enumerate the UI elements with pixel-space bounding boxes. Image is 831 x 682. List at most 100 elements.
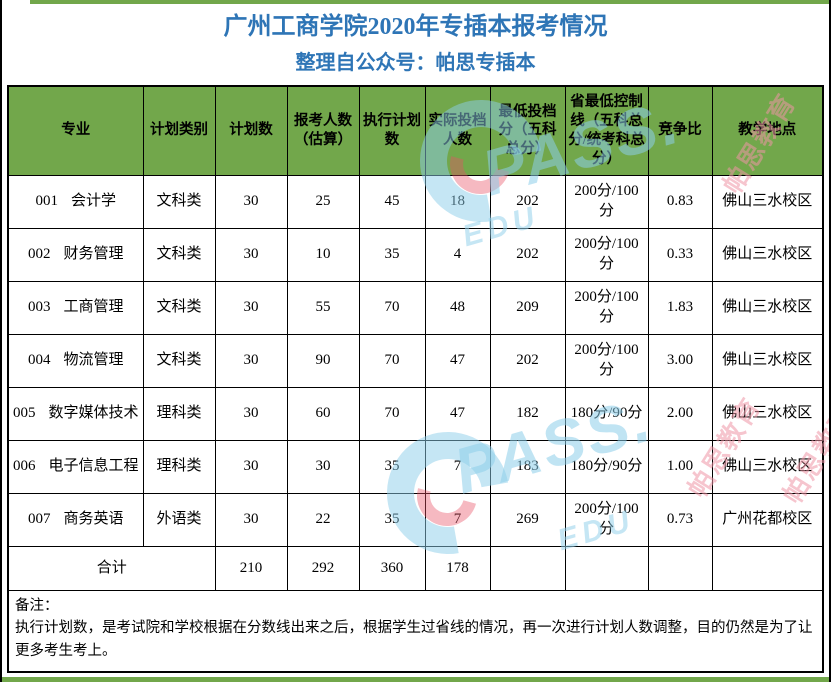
col-header-actual: 实际投档人数 [424,85,491,176]
cell-major: 006 电子信息工程 [7,439,144,494]
col-header-major: 专业 [7,85,144,176]
cell-exec-plan: 35 [358,492,426,547]
total-row: 合计 210 292 360 178 [7,545,824,591]
cell-plan: 30 [214,492,288,547]
cell-ratio: 1.83 [647,280,713,335]
total-empty-cell [489,545,566,591]
cell-applicants: 30 [286,439,360,494]
cell-major: 005 数字媒体技术 [7,386,144,441]
major-code: 007 [27,511,51,528]
major-name: 数字媒体技术 [48,405,139,422]
cell-ratio: 1.00 [647,439,713,494]
cell-category: 理科类 [142,439,216,494]
cell-province-line: 180分/90分 [564,439,649,494]
table-row: 003 工商管理 文科类 30 55 70 48 209 200分/100分 1.… [7,280,824,335]
cell-plan: 30 [214,227,288,282]
col-header-applicants: 报考人数（估算） [286,85,360,176]
cell-major: 001 会计学 [7,174,144,229]
cell-major: 002 财务管理 [7,227,144,282]
cell-exec-plan: 45 [358,174,426,229]
cell-plan: 30 [214,386,288,441]
table-row: 004 物流管理 文科类 30 90 70 47 202 200分/100分 3.… [7,333,824,388]
cell-category: 文科类 [142,333,216,388]
total-empty-cell [647,545,713,591]
cell-category: 理科类 [142,386,216,441]
cell-exec-plan: 70 [358,386,426,441]
cell-province-line: 200分/100分 [564,174,649,229]
header-row: 专业 计划类别 计划数 报考人数（估算） 执行计划数 实际投档人数 最低投档分（… [7,85,824,176]
cell-actual: 7 [424,439,491,494]
table-row: 001 会计学 文科类 30 25 45 18 202 200分/100分 0.8… [7,174,824,229]
total-applicants-cell: 292 [286,545,360,591]
page-title: 广州工商学院2020年专插本报考情况 [223,14,608,40]
cell-applicants: 90 [286,333,360,388]
cell-major: 007 商务英语 [7,492,144,547]
table-row: 006 电子信息工程 理科类 30 30 35 7 183 180分/90分 1.… [7,439,824,494]
col-header-min-score: 最低投档分（五科总分） [489,85,566,176]
cell-ratio: 2.00 [647,386,713,441]
cell-min-score: 183 [489,439,566,494]
table-row: 002 财务管理 文科类 30 10 35 4 202 200分/100分 0.3… [7,227,824,282]
title-block: 广州工商学院2020年专插本报考情况 整理自公众号：帕思专插本 [2,0,829,75]
cell-applicants: 25 [286,174,360,229]
col-header-category: 计划类别 [142,85,216,176]
major-code: 004 [27,352,51,369]
cell-province-line: 200分/100分 [564,280,649,335]
cell-province-line: 200分/100分 [564,333,649,388]
top-green-strip [30,0,829,4]
cell-min-score: 182 [489,386,566,441]
notes-body: 执行计划数，是考试院和学校根据在分数线出来之后，根据学生过省线的情况，再一次进行… [15,620,813,659]
col-header-province-line: 省最低控制线（五科总分/统考科总分） [564,85,649,176]
major-code: 001 [35,193,58,210]
cell-ratio: 3.00 [647,333,713,388]
cell-actual: 7 [424,492,491,547]
cell-major: 003 工商管理 [7,280,144,335]
cell-plan: 30 [214,174,288,229]
page-subtitle: 整理自公众号：帕思专插本 [295,51,536,74]
cell-min-score: 202 [489,174,566,229]
table-row: 005 数字媒体技术 理科类 30 60 70 47 182 180分/90分 2… [7,386,824,441]
cell-exec-plan: 35 [358,439,426,494]
cell-actual: 18 [424,174,491,229]
col-header-plan: 计划数 [214,85,288,176]
col-header-location: 教学地点 [711,85,824,176]
cell-category: 文科类 [142,174,216,229]
cell-min-score: 209 [489,280,566,335]
cell-province-line: 200分/100分 [564,227,649,282]
major-code: 006 [12,458,36,475]
cell-plan: 30 [214,439,288,494]
notes-title: 备注： [15,597,59,614]
cell-plan: 30 [214,333,288,388]
cell-exec-plan: 35 [358,227,426,282]
cell-applicants: 22 [286,492,360,547]
cell-major: 004 物流管理 [7,333,144,388]
major-name: 电子信息工程 [48,458,139,475]
total-exec-plan-cell: 360 [358,545,426,591]
cell-actual: 48 [424,280,491,335]
cell-plan: 30 [214,280,288,335]
cell-applicants: 60 [286,386,360,441]
cell-exec-plan: 70 [358,280,426,335]
total-empty-cell [564,545,649,591]
table-body: 001 会计学 文科类 30 25 45 18 202 200分/100分 0.8… [7,174,824,547]
cell-location: 佛山三水校区 [711,227,824,282]
cell-location: 佛山三水校区 [711,174,824,229]
notes-cell: 备注： 执行计划数，是考试院和学校根据在分数线出来之后，根据学生过省线的情况，再… [7,589,824,673]
report-table: 专业 计划类别 计划数 报考人数（估算） 执行计划数 实际投档人数 最低投档分（… [7,84,824,673]
cell-location: 佛山三水校区 [711,280,824,335]
cell-location: 佛山三水校区 [711,386,824,441]
cell-category: 文科类 [142,280,216,335]
major-name: 商务英语 [63,511,124,528]
cell-min-score: 202 [489,333,566,388]
cell-min-score: 269 [489,492,566,547]
cell-actual: 47 [424,333,491,388]
major-code: 002 [27,246,51,263]
major-name: 工商管理 [63,299,124,316]
col-header-exec-plan: 执行计划数 [358,85,426,176]
table-row: 007 商务英语 外语类 30 22 35 7 269 200分/100分 0.7… [7,492,824,547]
cell-min-score: 202 [489,227,566,282]
major-name: 会计学 [70,193,116,210]
cell-ratio: 0.33 [647,227,713,282]
cell-ratio: 0.83 [647,174,713,229]
